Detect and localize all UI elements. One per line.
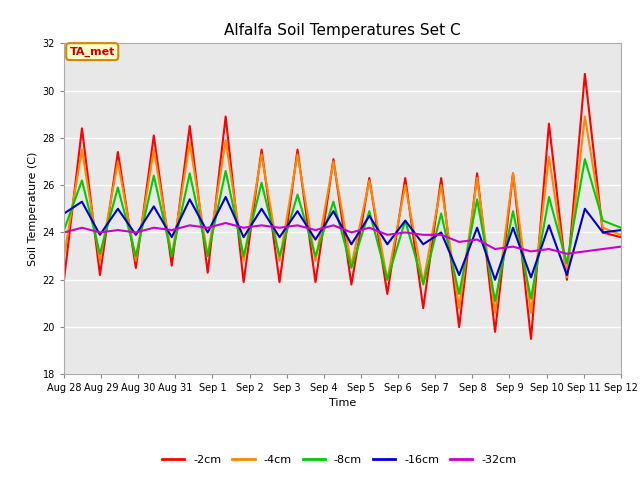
Y-axis label: Soil Temperature (C): Soil Temperature (C) [28, 152, 38, 266]
Title: Alfalfa Soil Temperatures Set C: Alfalfa Soil Temperatures Set C [224, 23, 461, 38]
X-axis label: Time: Time [329, 397, 356, 408]
Text: TA_met: TA_met [70, 47, 115, 57]
Legend: -2cm, -4cm, -8cm, -16cm, -32cm: -2cm, -4cm, -8cm, -16cm, -32cm [157, 451, 521, 469]
